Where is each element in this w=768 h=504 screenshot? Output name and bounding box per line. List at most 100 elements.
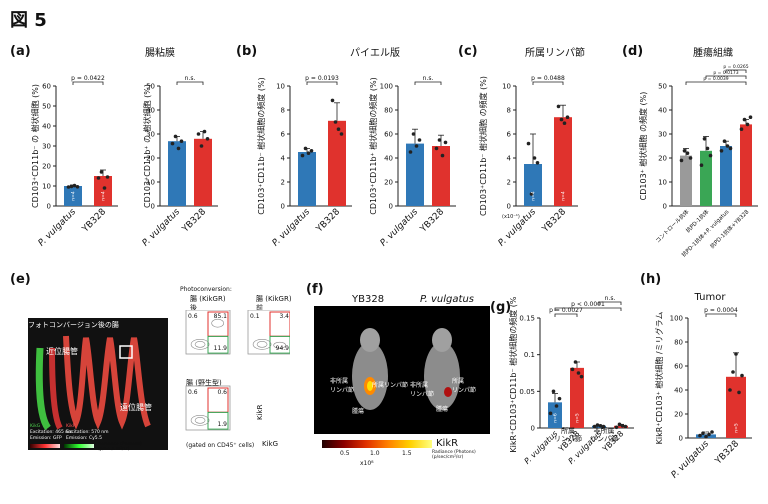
flow-value-top-right: 85.1 — [214, 313, 228, 320]
data-point — [728, 388, 732, 392]
f-lab2: 非所属 リンパ節 — [330, 378, 355, 394]
bar — [406, 143, 424, 206]
kikg-gate — [269, 335, 290, 354]
flow-value-bottom-right: 1.9 — [217, 421, 227, 428]
category-label: P. vulgatus — [271, 207, 313, 249]
scale-exp: x10⁸ — [360, 460, 374, 467]
category-label: P. vulgatus — [379, 207, 421, 249]
y-tick-label: 60 — [42, 83, 51, 91]
n-label: n=5 — [734, 423, 740, 433]
data-point — [707, 432, 711, 437]
data-point — [742, 117, 747, 122]
yb328-label: YB328 — [352, 294, 385, 305]
data-point — [719, 149, 724, 153]
n-label: n=4 — [561, 191, 567, 201]
y-tick-label: 10 — [502, 83, 511, 91]
data-point — [551, 389, 556, 394]
data-point — [734, 352, 738, 356]
data-point — [592, 424, 597, 429]
data-point — [570, 367, 575, 372]
panel-a-label: (a) — [10, 44, 31, 59]
y-tick-label: 0 — [663, 203, 667, 211]
bar — [328, 120, 346, 206]
legend-kikg: KikG Excitation: 465 nm Emission: GFP — [30, 424, 73, 441]
comparison-bracket — [705, 313, 737, 317]
y-tick-label: 0 — [151, 203, 155, 211]
data-point — [731, 370, 735, 374]
density-contour — [256, 341, 268, 348]
data-point — [565, 115, 570, 119]
data-point — [725, 144, 730, 148]
y-tick-label: 2 — [281, 179, 285, 187]
axis-note: (x10⁻¹) — [502, 214, 520, 220]
y-tick-label: 100 — [670, 315, 683, 323]
category-label: P. vulgatus — [141, 207, 183, 249]
category-label: YB328 — [180, 207, 208, 235]
data-point — [704, 435, 708, 439]
y-tick-label: 40 — [674, 387, 683, 395]
gut-label: フォトコンバージョン後の腸 — [28, 321, 119, 329]
comparison-bracket — [72, 81, 104, 85]
data-point — [309, 149, 314, 153]
data-point — [526, 141, 531, 146]
flow-value-bottom-right: 11.9 — [214, 345, 228, 352]
data-point — [559, 117, 564, 122]
y-tick-label: 30 — [146, 131, 155, 139]
category-label: P. vulgatus — [670, 439, 712, 481]
y-tick-label: 6 — [507, 131, 512, 139]
data-point — [737, 390, 741, 395]
y-tick-label: 0 — [47, 203, 51, 211]
comparison-bracket — [532, 81, 564, 85]
y-tick-label: 20 — [146, 155, 155, 163]
data-point — [440, 153, 445, 158]
distal-label: 遠位腸管 — [120, 403, 152, 412]
data-point — [179, 139, 184, 143]
panel-a-title: 腸粘膜 — [145, 48, 175, 59]
data-point — [620, 424, 625, 428]
flow-value-top-left: 0.1 — [250, 313, 260, 320]
data-point — [170, 141, 175, 146]
data-point — [601, 424, 606, 429]
bar — [554, 117, 572, 206]
y-tick-label: 10 — [658, 179, 667, 187]
data-point — [339, 132, 344, 136]
density-contour — [194, 341, 206, 348]
density-contour — [252, 339, 272, 350]
flow-value-top-left: 0.6 — [188, 389, 198, 396]
wildtype-label: 腸 (野生型) — [186, 379, 222, 387]
y-axis-label: CD103⁺CD11b⁺ 樹状細胞の頻度 (%) — [368, 77, 378, 214]
y-axis-label: CD103⁺CD11b⁻ 樹状細胞の頻度 (%) — [256, 77, 266, 214]
y-tick-label: 40 — [384, 155, 393, 163]
bar — [194, 138, 212, 206]
data-point — [679, 158, 684, 163]
comparison-bracket — [554, 307, 622, 311]
data-point — [557, 396, 562, 401]
radiance-unit: Radiance (Photons) (p/sec/cm²/sr) — [432, 450, 476, 461]
f-lab3: 腫瘍 — [352, 408, 365, 415]
y-tick-label: 50 — [658, 83, 667, 91]
category-label: YB328 — [713, 439, 741, 467]
bar — [64, 186, 82, 206]
comparison-label: p = 0.0422 — [71, 75, 105, 82]
data-point — [579, 374, 584, 379]
y-axis-label: CD103⁺CD11b⁻ 樹状細胞 の頻度 (%) — [478, 76, 488, 216]
data-point — [99, 170, 104, 174]
comparison-label: p = 0.0265 — [723, 64, 748, 70]
data-point — [300, 153, 305, 158]
flow-value-top-right: 0.6 — [217, 389, 227, 396]
n-label: n=6 — [597, 413, 603, 423]
comparison-bracket — [705, 75, 747, 79]
kikgr-before-label: 腸 (KikGR) — [256, 295, 292, 303]
y-axis-label: CD103⁺CD11b⁻ の 樹状細胞 (%) — [30, 84, 40, 208]
data-point — [554, 404, 559, 408]
data-point — [96, 176, 101, 180]
data-point — [306, 151, 311, 155]
data-point — [623, 424, 628, 429]
after-label: 後 — [190, 304, 197, 312]
bar — [524, 164, 542, 206]
scale-tick-0: 0.5 — [340, 450, 350, 457]
comparison-bracket — [725, 69, 747, 73]
